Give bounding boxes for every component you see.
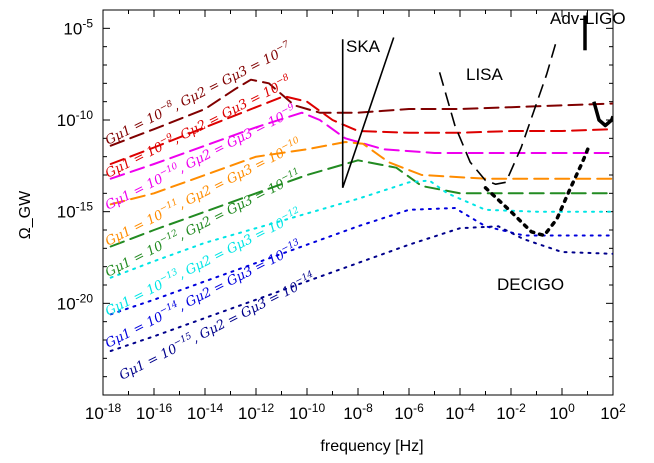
y-tick-label: 10-15 [57,200,94,222]
detector-label-ska: SKA [346,37,381,56]
x-tick-label: 10-18 [85,401,122,423]
axis-ticks [102,9,614,395]
detector-label-decigo: DECIGO [497,275,564,294]
y-tick-label: 10-10 [57,108,94,130]
detector-label-lisa: LISA [466,65,504,84]
x-tick-label: 10-4 [445,401,475,423]
series-layer [109,15,613,352]
detector-labels: SKA LISA DECIGO Adv-LIGO [346,9,626,294]
series-line-8 [109,225,613,352]
tick-labels: 10-18 10-16 10-14 10-12 10-10 10-8 10-6 10-4 10-… [57,16,626,423]
x-tick-label: 10-8 [343,401,373,423]
sensitivity-curve-adv-ligo-bucket [592,101,613,128]
plot-frame [102,9,614,396]
x-axis-label: frequency [Hz] [320,438,423,455]
x-tick-label: 10-2 [496,401,526,423]
sensitivity-curve-decigo [483,142,592,238]
sensitivity-curve-lisa [438,39,558,185]
series-line-5 [109,159,613,248]
sensitivity-curve-ska-slope [341,37,395,189]
y-axis-label: Ω_GW [17,190,34,239]
y-tick-label: 10-20 [57,291,94,313]
y-tick-label: 10-5 [63,16,93,38]
series-line-7 [109,207,613,316]
series-line-2 [109,95,613,165]
x-tick-label: 10-14 [187,401,224,423]
x-tick-label: 10-6 [394,401,424,423]
series-line-1 [109,78,613,147]
series-line-4 [109,141,613,206]
detector-label-adv-ligo: Adv-LIGO [550,9,626,28]
x-tick-label: 10-12 [238,401,275,423]
x-tick-label: 10-16 [136,401,173,423]
x-tick-label: 10-10 [289,401,326,423]
x-tick-label: 102 [600,401,626,423]
x-tick-label: 100 [549,401,575,423]
